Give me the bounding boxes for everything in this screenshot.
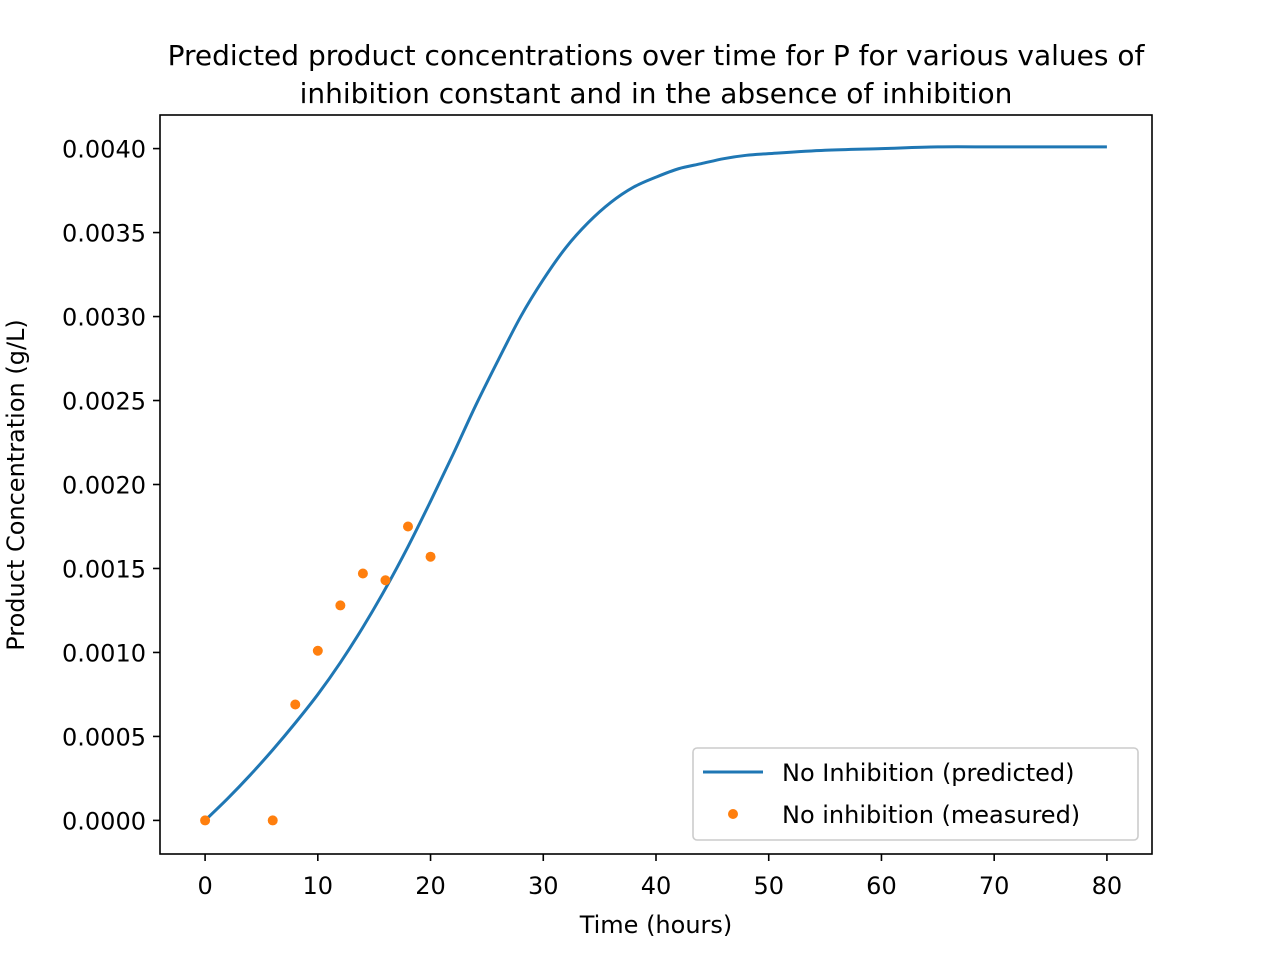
- y-tick-label: 0.0025: [62, 388, 146, 416]
- y-tick-label: 0.0020: [62, 472, 146, 500]
- y-tick-label: 0.0005: [62, 723, 146, 751]
- data-point-measured: [380, 575, 391, 586]
- x-tick-label: 40: [641, 872, 672, 900]
- data-point-measured: [425, 551, 436, 562]
- series-layer: [200, 145, 1107, 826]
- y-tick-label: 0.0000: [62, 807, 146, 835]
- x-tick-label: 60: [866, 872, 897, 900]
- data-point-measured: [312, 645, 323, 656]
- x-tick-label: 0: [197, 872, 212, 900]
- data-point-measured: [357, 568, 368, 579]
- x-tick-label: 20: [415, 872, 446, 900]
- data-point-measured: [335, 600, 346, 611]
- ticks-layer: 0 10 20 30 40 50 60 70 80 0.0000 0.0005 0.0010 0.001…: [62, 136, 1122, 900]
- chart-title-line-2: inhibition constant and in the absence o…: [300, 77, 1013, 110]
- x-axis-label: Time (hours): [579, 911, 733, 939]
- data-point-measured: [403, 521, 413, 532]
- legend-marker-swatch: [728, 809, 738, 819]
- data-point-measured: [267, 815, 278, 826]
- x-tick-label: 80: [1092, 872, 1123, 900]
- y-tick-label: 0.0035: [62, 220, 146, 248]
- plot-frame: [159, 114, 1153, 855]
- x-tick-label: 10: [303, 872, 334, 900]
- y-tick-label: 0.0040: [62, 136, 146, 164]
- data-point-measured: [200, 815, 211, 826]
- y-tick-label: 0.0015: [62, 555, 146, 583]
- legend-frame: [692, 747, 1139, 841]
- series-line-predicted: [204, 145, 1107, 822]
- legend-label-measured: No inhibition (measured): [782, 801, 1080, 829]
- y-axis-label: Product Concentration (g/L): [2, 319, 30, 651]
- y-tick-label: 0.0010: [62, 639, 146, 667]
- chart-title-line-1: Predicted product concentrations over ti…: [168, 39, 1146, 72]
- x-tick-label: 30: [528, 872, 559, 900]
- legend: No Inhibition (predicted) No inhibition …: [692, 747, 1139, 841]
- x-tick-label: 50: [753, 872, 784, 900]
- data-point-measured: [290, 699, 301, 710]
- y-tick-label: 0.0030: [62, 304, 146, 332]
- legend-label-predicted: No Inhibition (predicted): [782, 759, 1075, 787]
- x-tick-label: 70: [979, 872, 1010, 900]
